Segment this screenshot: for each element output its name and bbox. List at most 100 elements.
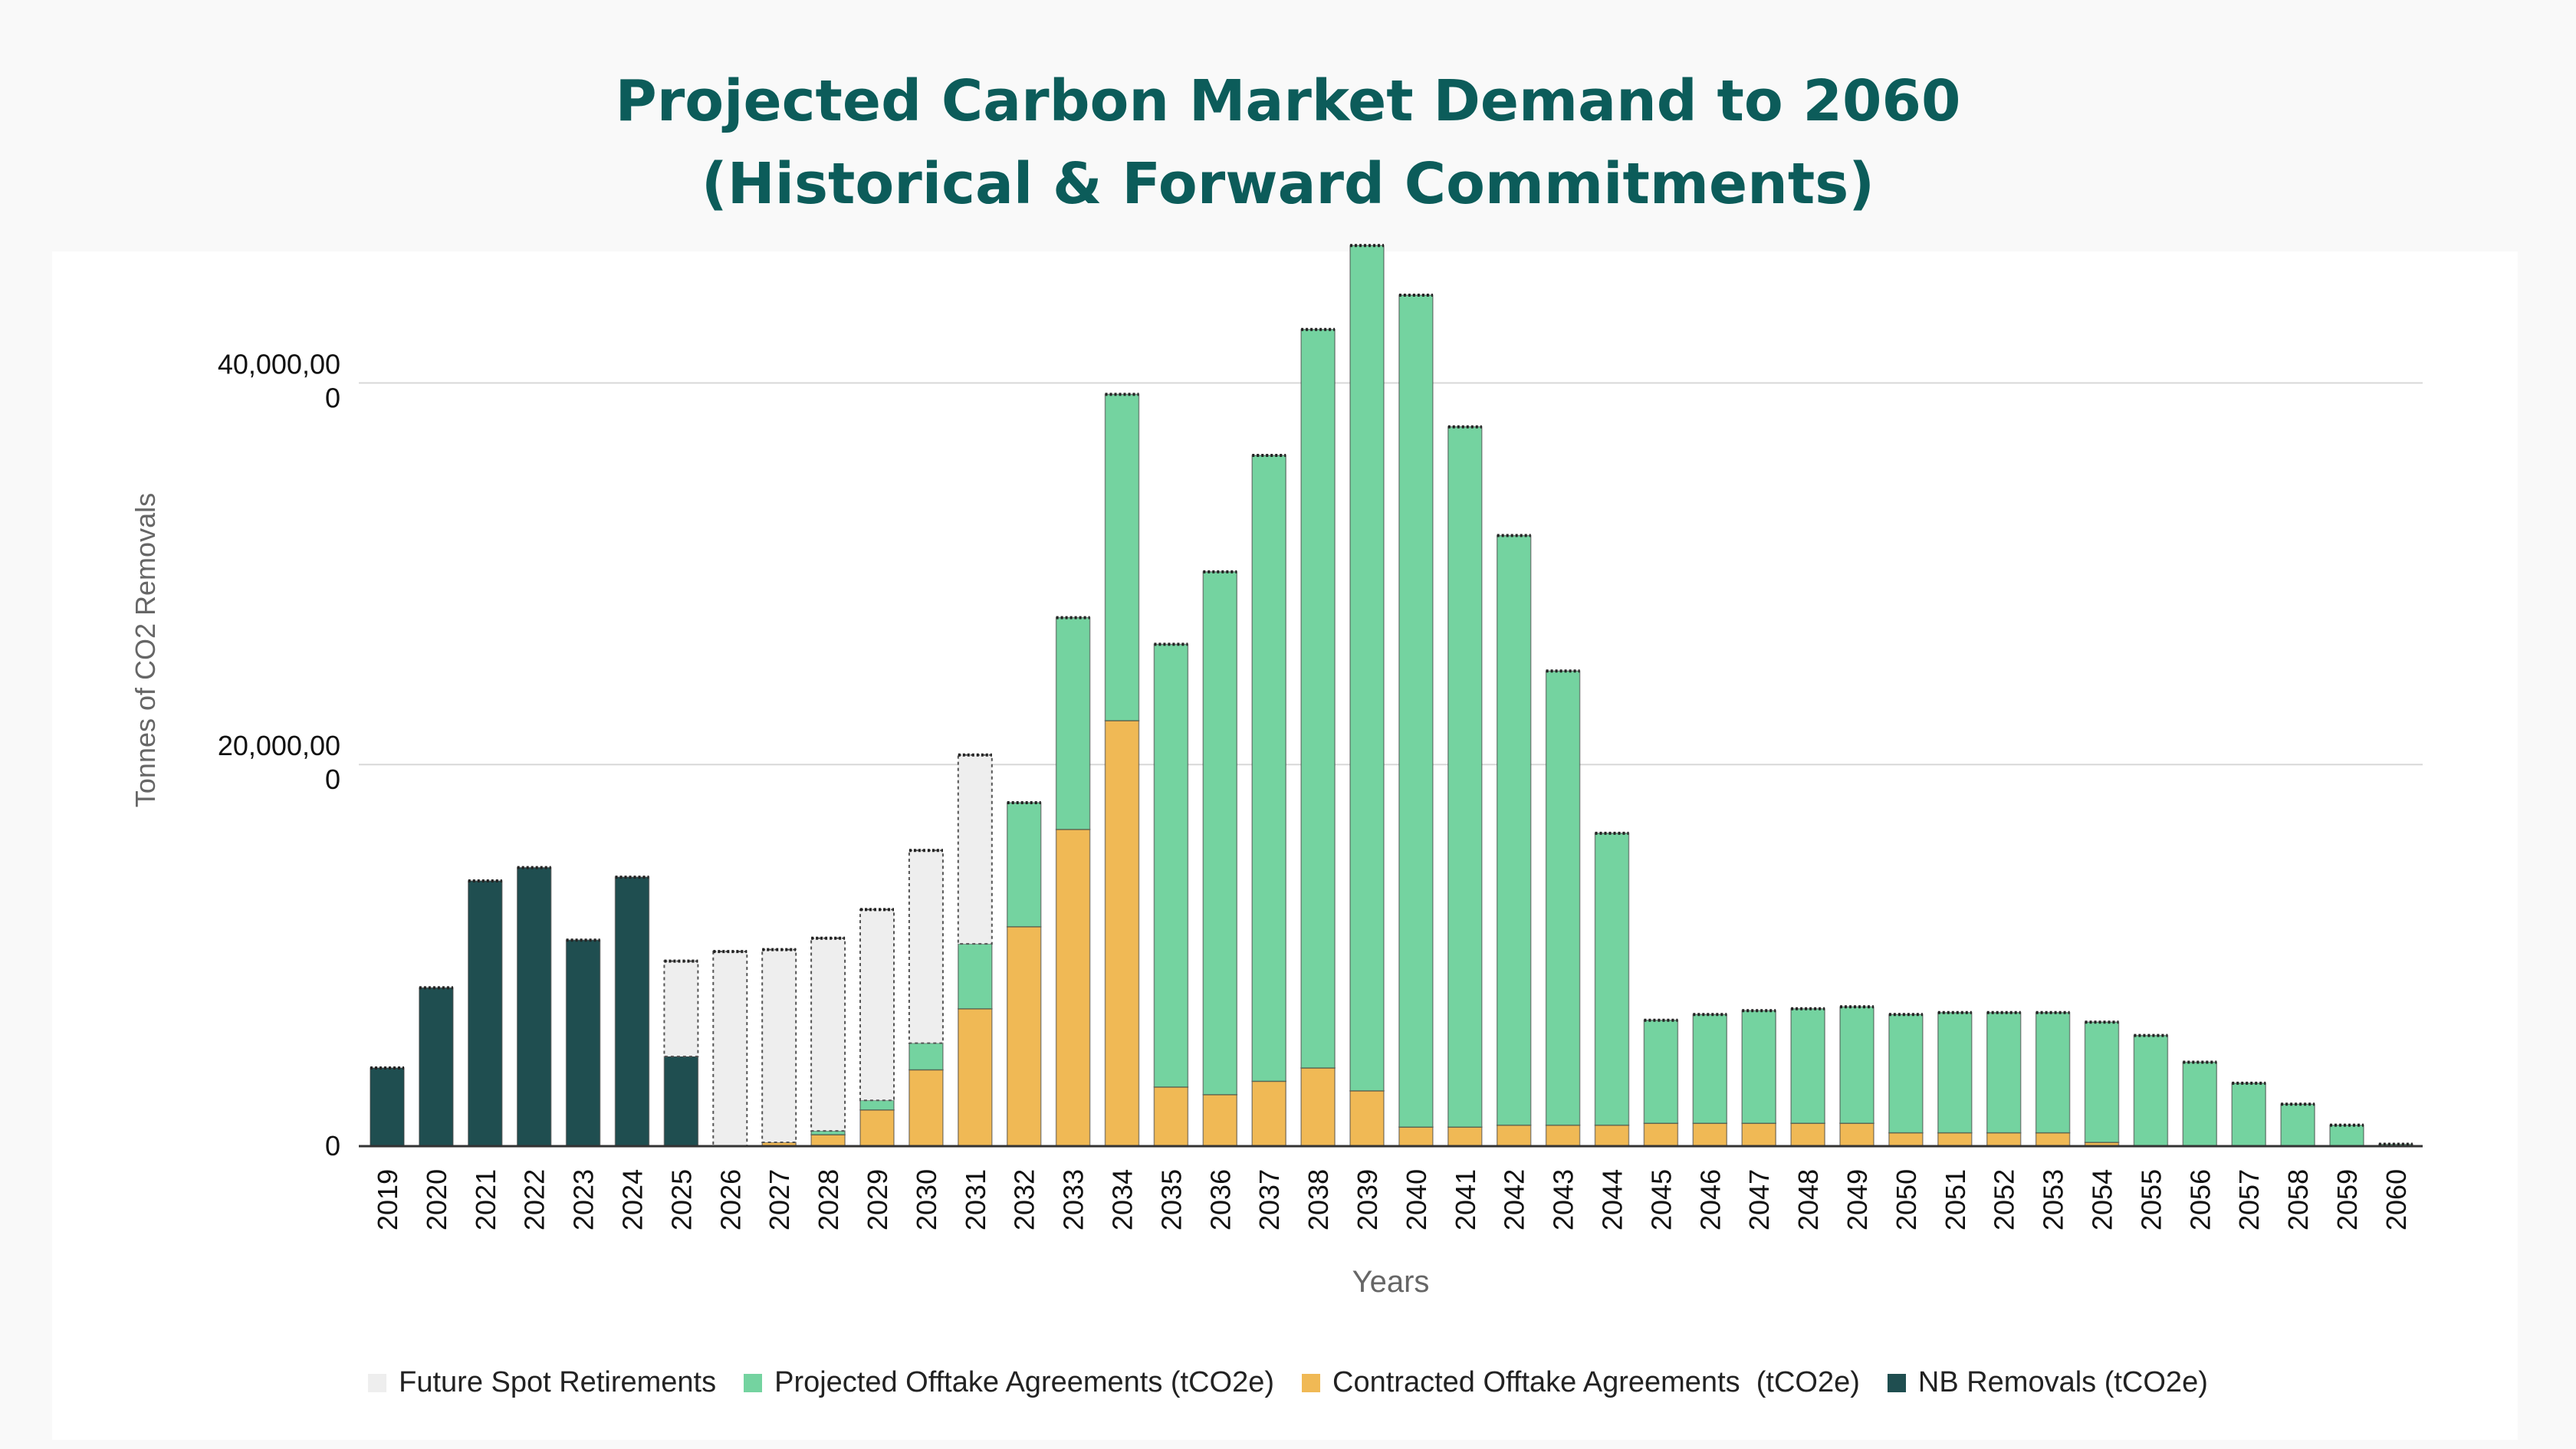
x-axis-title: Years	[1352, 1265, 1430, 1299]
y-tick-label: 0	[325, 1130, 340, 1162]
x-tick-label: 2029	[862, 1169, 893, 1230]
bar-segment	[1594, 833, 1630, 1126]
chart-title-line2: (Historical & Forward Commitments)	[701, 151, 1875, 217]
bar-segment	[565, 939, 601, 1147]
x-tick-label: 2024	[617, 1169, 649, 1230]
x-tick-label: 2046	[1694, 1169, 1726, 1230]
bar-segment	[1251, 1080, 1286, 1147]
bar-segment	[1986, 1132, 2022, 1147]
legend-swatch	[368, 1373, 387, 1392]
bar-segment	[909, 1042, 944, 1071]
bar-segment	[1937, 1132, 1973, 1147]
bar-segment	[1349, 245, 1385, 1092]
y-axis-title: Tonnes of CO2 Removals	[130, 493, 161, 807]
x-tick-label: 2055	[2135, 1169, 2167, 1230]
x-tick-label: 2021	[470, 1169, 501, 1230]
x-tick-label: 2042	[1499, 1169, 1530, 1230]
bar-segment	[908, 849, 944, 1044]
bar-segment	[1496, 1124, 1532, 1147]
bar-segment	[859, 1099, 895, 1111]
x-tick-label: 2047	[1743, 1169, 1775, 1230]
x-tick-label: 2044	[1597, 1169, 1628, 1230]
bar-segment	[810, 937, 846, 1132]
x-tick-label: 2059	[2331, 1169, 2363, 1230]
x-tick-label: 2027	[764, 1169, 795, 1230]
y-tick-label: 40,000,00 0	[218, 348, 340, 413]
legend-swatch	[744, 1373, 763, 1392]
bar-segment	[1692, 1014, 1728, 1124]
bar-segment	[1839, 1122, 1875, 1147]
x-tick-label: 2020	[421, 1169, 452, 1230]
bar-segment	[1888, 1132, 1924, 1147]
bar-segment	[958, 943, 993, 1010]
x-tick-label: 2032	[1009, 1169, 1040, 1230]
bar-segment	[1937, 1012, 1973, 1134]
bar-segment	[614, 876, 650, 1147]
bar-segment	[1790, 1122, 1825, 1147]
bar-segment	[1741, 1122, 1776, 1147]
bar-segment	[1839, 1006, 1875, 1124]
bar-segment	[1349, 1090, 1385, 1147]
legend-item: NB Removals (tCO2e)	[1887, 1366, 2208, 1399]
gridlines	[359, 382, 2423, 766]
bar-segment	[663, 1056, 699, 1147]
bar-segment	[1594, 1124, 1630, 1147]
bar-segment	[810, 1134, 846, 1147]
chart-title-line1: Projected Carbon Market Demand to 2060	[615, 68, 1961, 134]
bar-segment	[1153, 643, 1189, 1088]
bar-segment	[2182, 1061, 2218, 1147]
bar-segment	[2084, 1021, 2120, 1143]
bar-segment	[2133, 1034, 2169, 1147]
bar-segment	[1398, 1126, 1434, 1147]
bar-segment	[1202, 571, 1238, 1096]
legend-label: Future Spot Retirements	[399, 1366, 717, 1398]
legend-item: Contracted Offtake Agreements (tCO2e)	[1302, 1366, 1860, 1399]
x-tick-label: 2038	[1303, 1169, 1334, 1230]
y-tick-labels: 0 20,000,00 0 40,000,00 0	[218, 348, 340, 1162]
bar-segment	[516, 866, 552, 1147]
legend-label: NB Removals (tCO2e)	[1917, 1366, 2208, 1398]
bar-segment	[1300, 329, 1336, 1069]
x-tick-label: 2043	[1548, 1169, 1579, 1230]
bar-segment	[1300, 1067, 1336, 1147]
legend: Future Spot Retirements Projected Offtake…	[0, 1366, 2576, 1399]
x-tick-label: 2026	[715, 1169, 746, 1230]
x-tick-label: 2039	[1352, 1169, 1383, 1230]
x-tick-label: 2033	[1058, 1169, 1089, 1230]
x-tick-label: 2030	[911, 1169, 942, 1230]
legend-item: Future Spot Retirements	[368, 1366, 716, 1399]
x-tick-label: 2040	[1401, 1169, 1432, 1230]
x-tick-label: 2025	[665, 1169, 697, 1230]
bar-segment	[1006, 926, 1042, 1147]
legend-label: Projected Offtake Agreements (tCO2e)	[774, 1366, 1275, 1398]
x-tick-label: 2056	[2184, 1169, 2216, 1230]
bar-segment	[2329, 1124, 2364, 1147]
bar-segment	[810, 1130, 846, 1135]
bar-segment	[1888, 1014, 1924, 1134]
x-tick-label: 2051	[1940, 1169, 1971, 1230]
bar-segment	[909, 1069, 944, 1147]
bar-segment	[1104, 393, 1140, 721]
bar-segment	[1104, 720, 1140, 1147]
x-tick-label: 2052	[1989, 1169, 2020, 1230]
x-tick-label: 2036	[1204, 1169, 1236, 1230]
x-tick-label: 2058	[2282, 1169, 2314, 1230]
bar-segment	[712, 951, 748, 1147]
bar-segment	[1202, 1094, 1238, 1147]
legend-swatch	[1302, 1373, 1321, 1392]
x-tick-label: 2034	[1107, 1169, 1138, 1230]
x-tick-label: 2037	[1254, 1169, 1285, 1230]
x-tick-label: 2028	[813, 1169, 844, 1230]
bar-segment	[859, 1109, 895, 1147]
bar-segment	[1790, 1008, 1825, 1124]
bar-segment	[859, 909, 895, 1102]
legend-item: Projected Offtake Agreements (tCO2e)	[744, 1366, 1274, 1399]
y-tick-label: 20,000,00 0	[218, 730, 340, 795]
x-tick-label: 2060	[2380, 1169, 2412, 1230]
bar-segment	[1741, 1010, 1776, 1124]
bar-segment	[2231, 1083, 2266, 1147]
bar-segment	[1643, 1019, 1679, 1124]
bar-segment	[1055, 829, 1091, 1147]
x-tick-label: 2053	[2038, 1169, 2069, 1230]
